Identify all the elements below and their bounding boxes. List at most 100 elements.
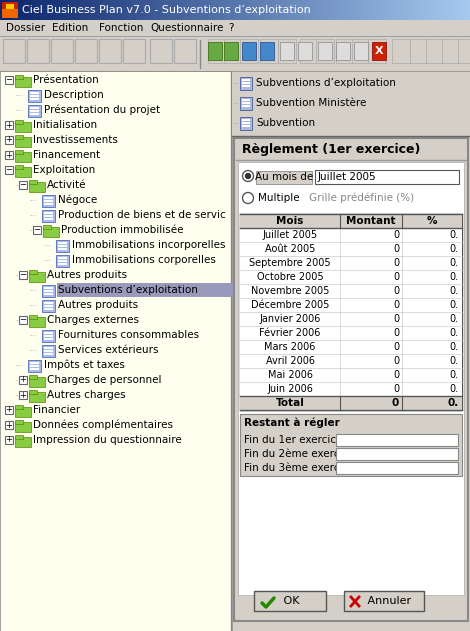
Bar (123, 39, 145, 63)
Bar (183, 0, 184, 20)
Bar (57, 0, 58, 20)
Text: Autres charges: Autres charges (47, 390, 125, 400)
Bar (30, 362, 39, 364)
Bar (44, 332, 53, 334)
Bar (236, 0, 237, 20)
Bar (242, 42, 256, 60)
Bar (272, 0, 273, 20)
Bar (167, 0, 168, 20)
Bar (327, 0, 328, 20)
Bar (240, 228, 462, 242)
Bar (352, 0, 353, 20)
Bar (97, 0, 98, 20)
Bar (347, 0, 348, 20)
Bar (282, 0, 283, 20)
Bar (87, 0, 88, 20)
Text: Janvier 2006: Janvier 2006 (259, 314, 321, 324)
Bar (148, 0, 149, 20)
Bar (42, 345, 55, 357)
Bar (50, 0, 51, 20)
Bar (374, 0, 375, 20)
Bar (461, 0, 462, 20)
Bar (42, 300, 55, 312)
Bar (247, 0, 248, 20)
Bar (93, 0, 94, 20)
Bar (416, 0, 417, 20)
Bar (224, 42, 238, 60)
Bar (232, 0, 233, 20)
Bar (29, 375, 37, 379)
Bar (17, 0, 18, 20)
Bar (134, 0, 135, 20)
Text: %: % (427, 216, 437, 226)
Bar (34, 0, 35, 20)
Bar (250, 0, 251, 20)
Text: 0.: 0. (450, 314, 459, 324)
Bar (242, 82, 250, 84)
Bar (144, 0, 145, 20)
Text: 0.: 0. (450, 272, 459, 282)
Bar (224, 0, 225, 20)
Text: Fin du 2ème exercice: Fin du 2ème exercice (244, 449, 355, 459)
Bar (330, 0, 331, 20)
Bar (200, 0, 201, 20)
Text: 0: 0 (393, 286, 399, 296)
Bar (158, 0, 159, 20)
Bar (146, 0, 147, 20)
Bar (409, 0, 410, 20)
Text: Production immobilisée: Production immobilisée (61, 225, 183, 235)
Bar (29, 392, 45, 402)
Bar (442, 0, 443, 20)
Bar (127, 0, 128, 20)
Bar (138, 0, 139, 20)
Bar (318, 0, 319, 20)
Bar (28, 0, 29, 20)
Bar (368, 39, 386, 63)
Bar (27, 39, 49, 63)
Bar (129, 0, 130, 20)
Bar (408, 0, 409, 20)
Bar (320, 0, 321, 20)
Bar (293, 0, 294, 20)
Bar (349, 0, 350, 20)
Bar (199, 0, 200, 20)
Bar (125, 41, 143, 59)
Bar (5, 0, 6, 20)
Bar (29, 377, 45, 387)
Bar (128, 0, 129, 20)
Bar (141, 0, 142, 20)
Bar (275, 0, 276, 20)
Bar (38, 0, 39, 20)
Bar (256, 171, 312, 184)
Text: 0.: 0. (450, 300, 459, 310)
Bar (345, 0, 346, 20)
Bar (249, 0, 250, 20)
Bar (346, 0, 347, 20)
Bar (15, 150, 23, 154)
Bar (333, 0, 334, 20)
Bar (322, 0, 323, 20)
Bar (7, 0, 8, 20)
Bar (15, 137, 31, 147)
Bar (197, 0, 198, 20)
Bar (60, 0, 61, 20)
Bar (43, 227, 59, 237)
Bar (365, 0, 366, 20)
Bar (337, 0, 338, 20)
Bar (53, 0, 54, 20)
Text: 0: 0 (393, 300, 399, 310)
Circle shape (243, 192, 253, 204)
Bar (9, 0, 10, 20)
Bar (242, 102, 250, 104)
Bar (352, 39, 370, 63)
Text: Dossier: Dossier (6, 23, 45, 33)
Bar (29, 0, 30, 20)
Bar (318, 42, 332, 60)
Bar (394, 0, 395, 20)
Bar (399, 0, 400, 20)
Bar (135, 0, 136, 20)
Bar (44, 350, 53, 352)
Bar (77, 41, 95, 59)
Bar (140, 0, 141, 20)
Bar (300, 39, 318, 63)
